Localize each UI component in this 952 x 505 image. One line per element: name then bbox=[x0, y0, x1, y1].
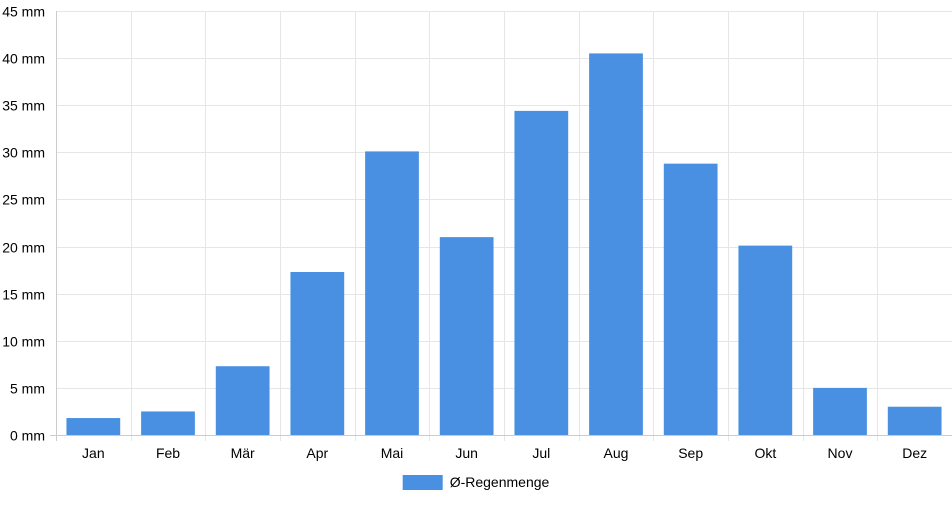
bar-jul[interactable] bbox=[514, 110, 569, 436]
y-tick-label: 25 mm bbox=[2, 192, 45, 208]
x-tick-label: Nov bbox=[828, 445, 853, 461]
x-tick-label: Jun bbox=[455, 445, 478, 461]
y-tick-label: 40 mm bbox=[2, 51, 45, 67]
y-tick-label: 45 mm bbox=[2, 4, 45, 20]
x-tick-label: Mär bbox=[231, 445, 255, 461]
x-axis-tick-labels: Jan Feb Mär Apr Mai Jun Jul Aug Sep Okt Nov Dez bbox=[82, 445, 927, 461]
x-tick-label: Feb bbox=[156, 445, 180, 461]
bars bbox=[66, 53, 942, 436]
y-tick-label: 5 mm bbox=[10, 381, 45, 397]
legend[interactable]: Ø-Regenmenge bbox=[402, 474, 550, 490]
x-tick-label: Dez bbox=[902, 445, 927, 461]
grid-lines bbox=[56, 11, 952, 441]
bar-okt[interactable] bbox=[738, 245, 793, 435]
axes bbox=[50, 11, 952, 441]
bar-mär[interactable] bbox=[215, 366, 270, 435]
bar-jun[interactable] bbox=[439, 237, 494, 435]
x-tick-label: Apr bbox=[306, 445, 328, 461]
x-tick-label: Sep bbox=[678, 445, 703, 461]
legend-label-regenmenge[interactable]: Ø-Regenmenge bbox=[450, 474, 550, 490]
bar-nov[interactable] bbox=[813, 387, 867, 435]
bar-sep[interactable] bbox=[663, 163, 718, 435]
y-tick-label: 0 mm bbox=[10, 428, 45, 444]
y-tick-label: 35 mm bbox=[2, 98, 45, 114]
bar-aug[interactable] bbox=[589, 53, 643, 436]
y-tick-label: 20 mm bbox=[2, 240, 45, 256]
bar-dez[interactable] bbox=[887, 406, 942, 435]
y-tick-label: 15 mm bbox=[2, 287, 45, 303]
bar-mai[interactable] bbox=[365, 151, 419, 435]
x-tick-label: Mai bbox=[381, 445, 404, 461]
legend-swatch-regenmenge[interactable] bbox=[402, 475, 443, 490]
x-tick-label: Jul bbox=[532, 445, 550, 461]
y-axis-tick-labels: 0 mm 5 mm 10 mm 15 mm 20 mm 25 mm 30 mm 35 mm 40… bbox=[2, 4, 45, 444]
x-tick-label: Okt bbox=[754, 445, 776, 461]
x-tick-label: Aug bbox=[604, 445, 629, 461]
y-tick-label: 30 mm bbox=[2, 145, 45, 161]
x-tick-label: Jan bbox=[82, 445, 105, 461]
bar-feb[interactable] bbox=[141, 411, 195, 435]
bar-apr[interactable] bbox=[290, 271, 345, 435]
bar-jan[interactable] bbox=[66, 418, 121, 435]
y-tick-label: 10 mm bbox=[2, 334, 45, 350]
